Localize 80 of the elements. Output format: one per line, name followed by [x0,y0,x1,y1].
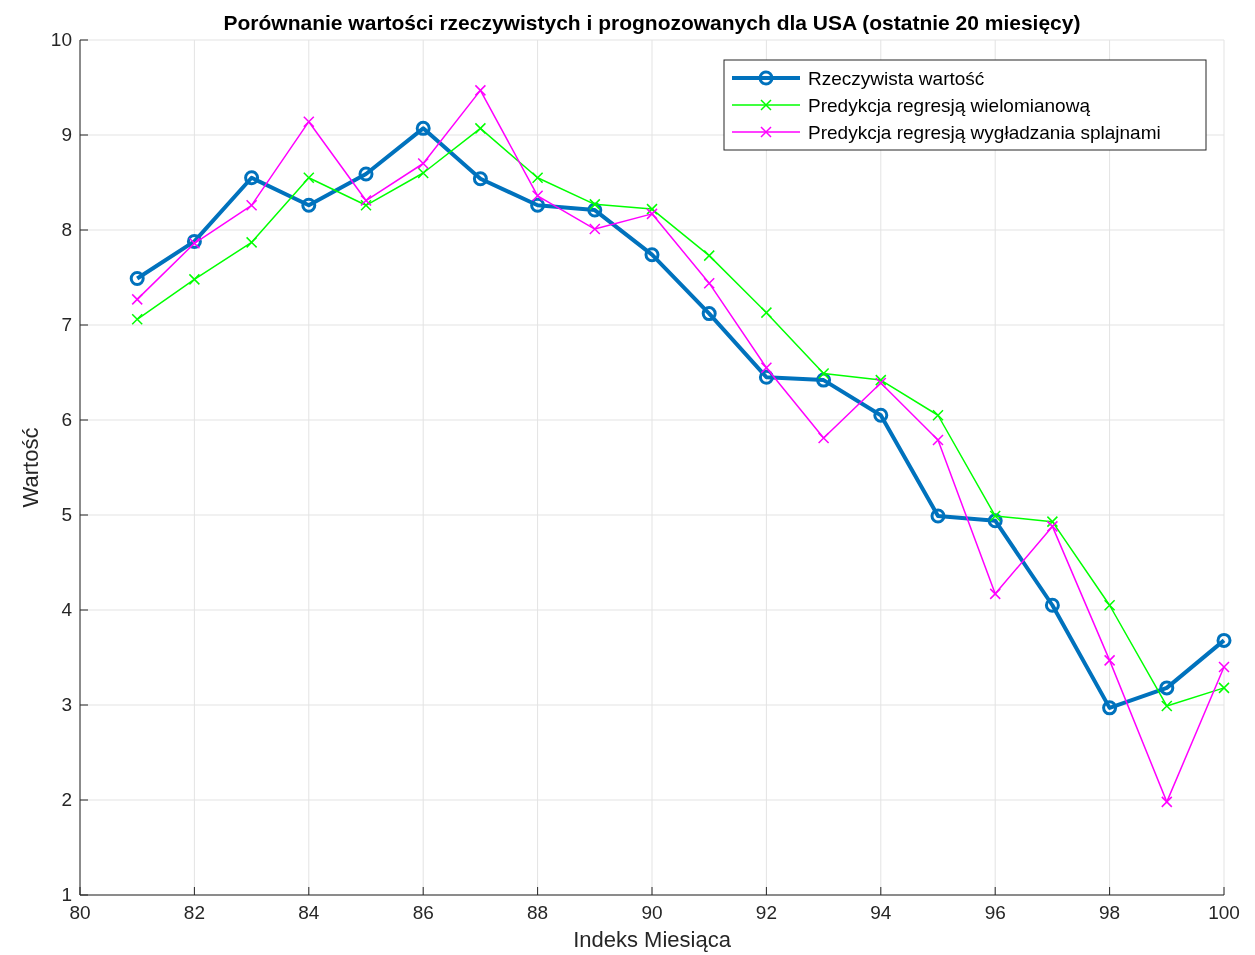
point [1161,796,1173,808]
point [244,170,260,186]
x-axis-title: Indeks Miesiąca [573,927,732,952]
x-tick-label: 86 [412,902,434,923]
point [932,409,944,421]
legend-label: Predykcja regresją wielomianową [808,95,1091,116]
legend-label: Predykcja regresją wygładzania splajnami [808,122,1161,143]
x-tick-label: 94 [870,902,892,923]
point [989,510,1001,522]
point [129,270,145,286]
x-tick-label: 92 [755,902,777,923]
point [1102,700,1118,716]
point [1103,599,1116,611]
point [417,157,429,170]
point [303,115,315,128]
x-tick-label: 88 [527,902,549,923]
legend-label: Rzeczywista wartość [808,68,985,89]
y-tick-label: 3 [61,694,72,715]
point [1044,597,1060,613]
point [245,236,258,249]
point [1161,700,1173,712]
y-tick-label: 7 [61,314,72,335]
point [417,167,429,179]
y-tick-label: 4 [61,599,73,620]
point [360,199,372,212]
point [188,237,201,250]
point [472,171,488,187]
x-tick-label: 98 [1099,902,1121,923]
y-tick-label: 10 [50,29,72,50]
y-axis-title: Wartość [18,427,43,508]
point [989,588,1001,600]
x-tick-label: 100 [1208,902,1240,923]
y-tick-label: 2 [61,789,72,810]
point [1103,654,1116,667]
x-tick-label: 80 [69,902,91,923]
x-tick-label: 90 [641,902,663,923]
point [303,172,315,184]
point [1218,682,1230,694]
point [760,362,773,374]
point [474,122,487,135]
point [1046,515,1059,528]
point [703,249,715,262]
point [1046,520,1059,533]
point [530,197,546,213]
point [930,508,946,524]
y-tick-label: 6 [61,409,72,430]
chart-title: Porównanie wartości rzeczywistych i prognozowanych dla USA (ostatnie 20 miesięcy) [223,11,1081,34]
point [701,306,717,322]
point [932,434,944,446]
point [531,172,544,184]
point [646,203,658,215]
point [131,293,143,306]
point [245,199,258,212]
y-tick-label: 9 [61,124,72,145]
x-tick-label: 82 [183,902,205,923]
point [1159,680,1175,696]
point [646,208,658,220]
point [873,407,889,423]
point [644,247,660,263]
x-tick-label: 84 [298,902,320,923]
point [415,120,431,136]
y-tick-label: 5 [61,504,72,525]
point [131,313,143,326]
point [360,194,372,207]
point [760,306,773,319]
point [589,198,601,211]
point [703,277,715,289]
point [531,190,544,202]
point [474,84,487,97]
point [301,197,317,213]
point [589,223,601,235]
y-tick-label: 1 [61,884,72,905]
point [358,166,374,182]
y-tick-label: 8 [61,219,72,240]
point [817,432,830,444]
x-tick-label: 96 [984,902,1006,923]
point [188,273,201,286]
point [1218,661,1230,673]
point [817,367,830,380]
point [1216,632,1232,648]
